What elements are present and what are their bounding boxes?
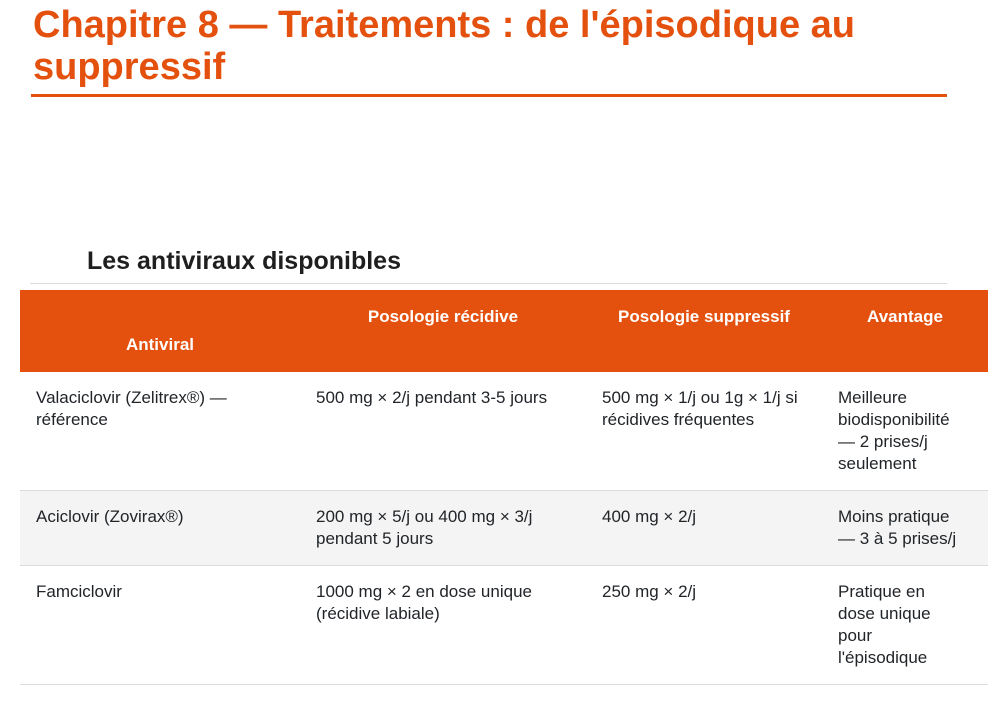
cell-posologie-suppressif: 400 mg × 2/j: [586, 490, 822, 566]
cell-avantage: Moins pratique — 3 à 5 prises/j: [822, 490, 988, 566]
cell-posologie-recidive: 1000 mg × 2 en dose unique (récidive lab…: [300, 565, 586, 685]
column-header-posologie-suppressif: Posologie suppressif: [586, 290, 822, 372]
cell-posologie-recidive: 500 mg × 2/j pendant 3-5 jours: [300, 372, 586, 491]
table-row-aciclovir: Aciclovir (Zovirax®) 200 mg × 5/j ou 400…: [20, 490, 988, 566]
cell-posologie-suppressif: 500 mg × 1/j ou 1g × 1/j si récidives fr…: [586, 372, 822, 491]
table-row-valaciclovir: Valaciclovir (Zelitrex®) — référence 500…: [20, 372, 988, 491]
antivirals-table: Antiviral Posologie récidive Posologie s…: [20, 290, 988, 685]
column-header-antiviral: Antiviral: [20, 290, 300, 372]
chapter-title-block: Chapitre 8 — Traitements : de l'épisodiq…: [31, 4, 947, 97]
cell-posologie-suppressif: 250 mg × 2/j: [586, 565, 822, 685]
page-title: Chapitre 8 — Traitements : de l'épisodiq…: [33, 4, 855, 88]
section-heading-block: Les antiviraux disponibles: [30, 246, 947, 284]
column-header-posologie-recidive: Posologie récidive: [300, 290, 586, 372]
table-header-row: Antiviral Posologie récidive Posologie s…: [20, 290, 988, 372]
cell-antiviral: Valaciclovir (Zelitrex®) — référence: [20, 372, 300, 491]
table-row-famciclovir: Famciclovir 1000 mg × 2 en dose unique (…: [20, 565, 988, 685]
cell-avantage: Meilleure biodisponibilité — 2 prises/j …: [822, 372, 988, 491]
cell-avantage: Pratique en dose unique pour l'épisodiqu…: [822, 565, 988, 685]
cell-antiviral: Aciclovir (Zovirax®): [20, 490, 300, 566]
cell-antiviral: Famciclovir: [20, 565, 300, 685]
column-header-avantage: Avantage: [822, 290, 988, 372]
section-heading: Les antiviraux disponibles: [87, 247, 401, 275]
cell-posologie-recidive: 200 mg × 5/j ou 400 mg × 3/j pendant 5 j…: [300, 490, 586, 566]
